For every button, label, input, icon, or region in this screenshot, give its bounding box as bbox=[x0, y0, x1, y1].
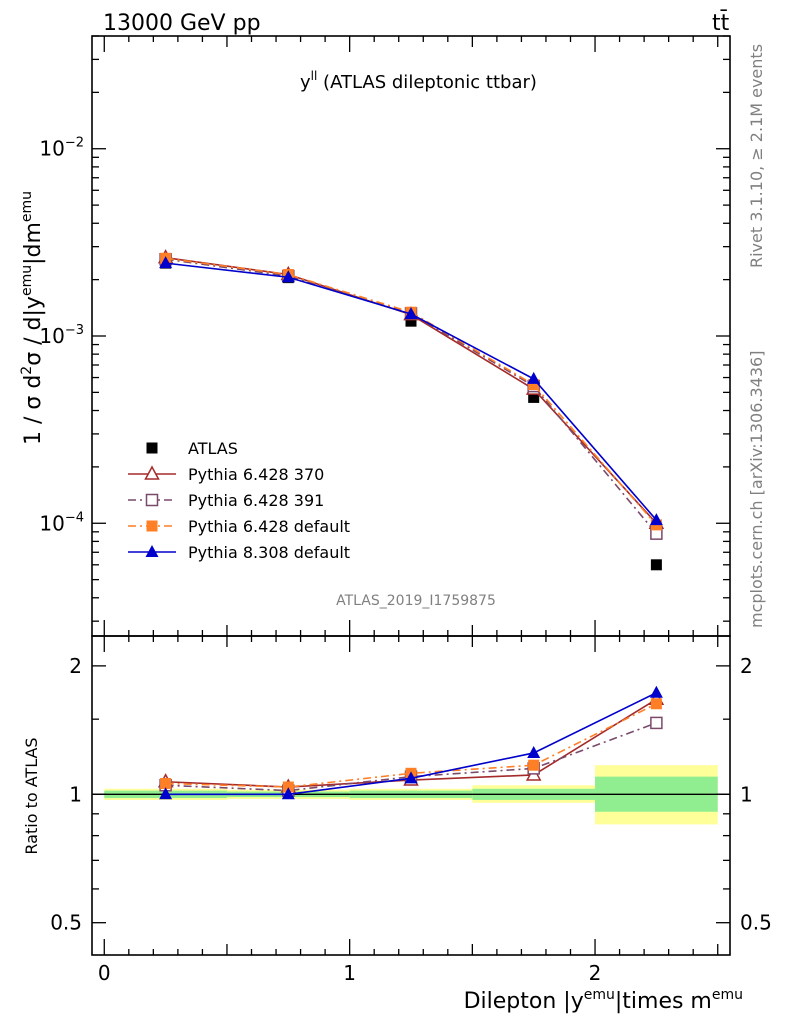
data-series bbox=[157, 249, 665, 571]
legend-marker-3 bbox=[146, 520, 158, 532]
ratio-2-point-3 bbox=[528, 759, 540, 771]
legend-marker-0 bbox=[146, 442, 158, 454]
ratio-2-point-0 bbox=[160, 777, 172, 789]
legend-label-2: Pythia 6.428 391 bbox=[188, 491, 324, 510]
main-y-axis-label: 1 / σ d2σ / d|yemu|dmemu bbox=[19, 191, 46, 445]
process-label: tt̄ bbox=[712, 10, 730, 36]
ratio-y-tick-label-left: 2 bbox=[69, 654, 82, 678]
main-title: yll (ATLAS dileptonic ttbar) bbox=[300, 69, 537, 93]
ratio-2-point-1 bbox=[282, 781, 294, 793]
main-y-tick-label: 10−2 bbox=[39, 136, 84, 161]
main-y-tick-label: 10−4 bbox=[39, 510, 84, 535]
x-tick-label: 1 bbox=[343, 961, 356, 985]
ratio-3-point-2 bbox=[404, 771, 418, 784]
series-4-point-3 bbox=[527, 371, 541, 384]
legend: ATLAS Pythia 6.428 370 Pythia 6.428 391 Pyt… bbox=[128, 439, 350, 562]
ratio-3-point-4 bbox=[649, 685, 663, 698]
mcplots-label: mcplots.cern.ch [arXiv:1306.3436] bbox=[747, 351, 766, 628]
ratio-y-tick-label-right: 0.5 bbox=[740, 911, 772, 935]
axes: 10−2 10−3 10−4 0 1 2 2 2 1 1 0.5 0.5 bbox=[39, 35, 772, 985]
series-4-point-2 bbox=[404, 307, 418, 320]
rivet-label: Rivet 3.1.10, ≥ 2.1M events bbox=[747, 44, 766, 268]
main-y-tick-label: 10−3 bbox=[39, 323, 84, 348]
legend-label-1: Pythia 6.428 370 bbox=[188, 465, 324, 484]
ratio-y-tick-label-right: 1 bbox=[740, 782, 753, 806]
legend-label-0: ATLAS bbox=[188, 439, 238, 458]
ratio-2-point-4 bbox=[650, 698, 662, 710]
series-0-point-3 bbox=[528, 391, 540, 403]
x-tick-label: 2 bbox=[589, 961, 602, 985]
x-axis-label: Dilepton |yemu|times memu bbox=[464, 987, 743, 1014]
analysis-id: ATLAS_2019_I1759875 bbox=[336, 593, 496, 609]
ratio-3-point-3 bbox=[527, 745, 541, 758]
legend-marker-1 bbox=[144, 465, 160, 480]
legend-marker-2 bbox=[145, 493, 159, 507]
series-line-3 bbox=[165, 257, 657, 526]
series-4-point-0 bbox=[159, 256, 173, 269]
ratio-1-point-4 bbox=[650, 716, 663, 730]
legend-label-3: Pythia 6.428 default bbox=[188, 517, 350, 536]
ratio-3-point-0 bbox=[159, 787, 173, 800]
energy-label: 13000 GeV pp bbox=[103, 11, 261, 36]
x-tick-label: 0 bbox=[98, 961, 111, 985]
ratio-y-tick-label-left: 0.5 bbox=[50, 911, 82, 935]
ratio-y-tick-label-right: 2 bbox=[740, 654, 753, 678]
ratio-y-axis-label: Ratio to ATLAS bbox=[22, 737, 41, 854]
ratio-3-point-1 bbox=[281, 787, 295, 800]
legend-label-4: Pythia 8.308 default bbox=[188, 543, 350, 562]
series-4-point-4 bbox=[649, 513, 663, 526]
legend-marker-4 bbox=[145, 545, 159, 557]
ratio-frame bbox=[91, 635, 731, 956]
series-3-point-3 bbox=[528, 379, 540, 391]
series-0-point-2 bbox=[405, 315, 417, 327]
ratio-series bbox=[157, 685, 665, 800]
series-0-point-4 bbox=[650, 559, 662, 571]
series-4-point-1 bbox=[281, 270, 295, 283]
ratio-y-tick-label-left: 1 bbox=[69, 782, 82, 806]
